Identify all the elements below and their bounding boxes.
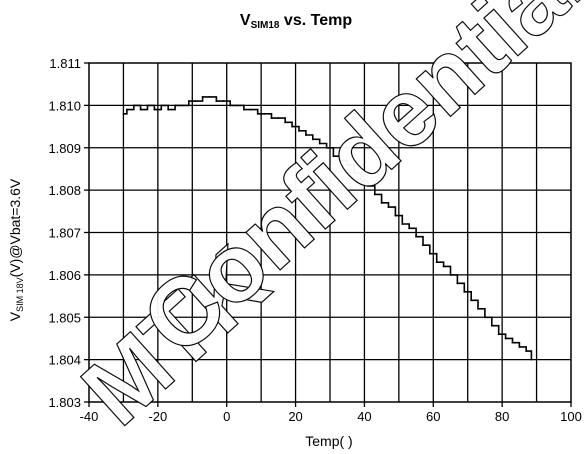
data-point [435,261,438,264]
data-point [263,112,266,115]
data-point [208,96,211,98]
chart-title-rest: vs. Temp [279,12,352,29]
data-point [194,100,197,103]
x-tick-label: -40 [80,409,99,424]
data-point [490,324,493,327]
data-point [422,244,424,247]
data-point [277,117,280,119]
x-tick-label: 80 [495,409,509,424]
x-axis: -40 -20 0 20 40 60 80 100 [80,402,582,424]
y-axis-label-sub: SIM 18V [15,277,25,312]
data-point [504,337,507,340]
data-point [332,155,335,158]
data-point [181,104,183,107]
data-point [415,235,417,238]
data-point [215,100,218,103]
data-point [122,112,125,115]
x-tick-label: -20 [148,409,167,424]
data-point [153,108,156,111]
grid [89,63,571,402]
series-layer [122,96,533,361]
svg-text:VSIM 18V(V)@Vbat=3.6V: VSIM 18V(V)@Vbat=3.6V [7,178,25,321]
x-axis-title: Temp( ) [305,433,352,449]
data-point [318,142,321,145]
data-point [325,146,328,149]
data-point [401,223,404,225]
data-point [305,134,307,136]
data-point [249,108,252,111]
data-point [387,206,390,208]
data-point [511,341,514,344]
data-point [222,100,225,103]
y-tick-label: 1.808 [48,183,81,198]
data-point [463,290,466,293]
chart-title: VSIM18 vs. Temp [240,12,352,31]
y-axis-label-prefix: V [7,311,23,321]
x-axis-label: Temp( ) [305,433,352,449]
data-point [353,172,355,175]
data-point [456,282,459,285]
data-point [360,180,362,183]
x-tick-label: 60 [426,409,440,424]
data-point [125,108,128,111]
data-point [174,104,176,107]
data-point [339,159,342,162]
data-point [236,104,238,107]
y-tick-label: 1.807 [48,226,81,241]
x-tick-label: 20 [288,409,302,424]
y-tick-label: 1.806 [48,268,81,283]
data-point [187,100,190,103]
data-point [373,193,376,196]
data-point [291,125,294,128]
data-point [449,273,452,276]
data-point [243,108,245,111]
data-point [284,121,287,124]
x-tick-label: 0 [223,409,230,424]
data-point [270,117,273,119]
y-tick-label: 1.803 [48,395,81,410]
data-point [518,346,521,348]
y-tick-label: 1.811 [49,56,81,71]
y-tick-label: 1.809 [48,141,81,156]
svg-text:VSIM18 vs. Temp: VSIM18 vs. Temp [240,12,352,31]
y-tick-label: 1.805 [48,310,81,325]
data-point [201,96,204,98]
data-point [132,104,135,107]
data-point [256,112,259,115]
y-tick-label: 1.810 [48,98,81,113]
y-axis-title: VSIM 18V(V)@Vbat=3.6V [7,178,25,321]
data-point [408,227,411,230]
data-point [380,201,383,204]
chart-title-main: V [240,12,251,29]
data-point [167,108,170,111]
data-point [366,184,369,187]
data-point [311,138,314,141]
data-point [484,316,486,319]
data-point [394,214,397,217]
data-point [470,299,473,302]
data-point [525,350,528,353]
data-point [298,129,300,132]
y-axis: 1.803 1.804 1.805 1.806 1.807 1.808 1.809 1.810… [48,56,89,410]
data-point [229,104,232,107]
watermark: MTK Confidential [62,0,584,446]
data-point [442,265,445,268]
y-axis-label-rest: (V)@Vbat=3.6V [7,178,23,277]
data-point [497,333,500,336]
data-point [346,163,349,166]
x-tick-label: 100 [560,409,582,424]
data-point [477,307,479,310]
data-point [160,104,163,107]
data-point [146,104,149,107]
y-tick-label: 1.804 [48,353,81,368]
data-point [530,358,533,361]
data-point [428,252,431,255]
chart-title-sub: SIM18 [251,20,280,31]
data-point [139,108,142,111]
x-tick-label: 40 [357,409,371,424]
